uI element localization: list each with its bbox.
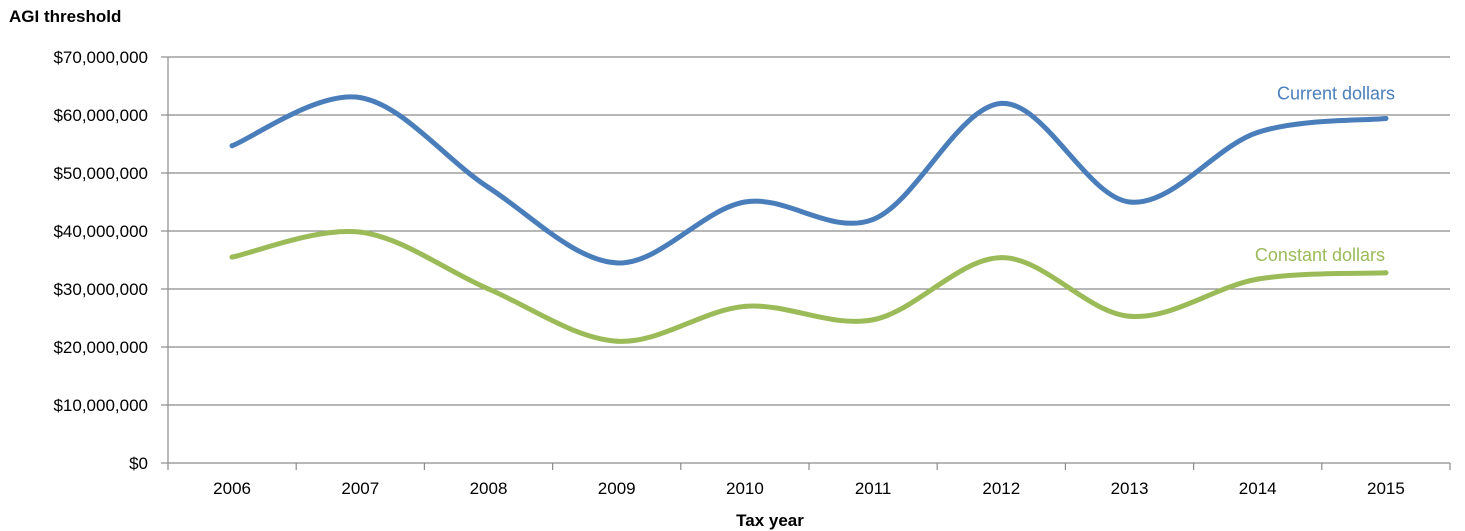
x-tick-label: 2015: [1367, 479, 1405, 498]
series-line-current-dollars: [229, 94, 1389, 266]
y-tick-label: $40,000,000: [53, 222, 148, 241]
series-label: Current dollars: [1277, 83, 1395, 103]
axes: [161, 56, 1451, 470]
x-tick-label: 2010: [726, 479, 764, 498]
series-lines: [229, 94, 1389, 344]
y-tick-label: $70,000,000: [53, 48, 148, 67]
y-tick-label: $30,000,000: [53, 280, 148, 299]
series-line-constant-dollars: [229, 228, 1389, 344]
data-point: [486, 286, 491, 292]
x-tick-label: 2012: [982, 479, 1020, 498]
data-point: [614, 260, 620, 266]
y-axis-title: AGI threshold: [9, 7, 122, 26]
data-point: [614, 338, 620, 344]
x-tick-label: 2007: [341, 479, 379, 498]
x-tick-label: 2006: [213, 479, 251, 498]
data-point: [1255, 276, 1261, 282]
data-point: [1127, 199, 1132, 205]
series-labels: Current dollars Constant dollars: [1255, 83, 1395, 264]
data-point: [1383, 270, 1389, 276]
data-point: [357, 229, 363, 235]
data-point: [870, 317, 876, 323]
data-point: [742, 303, 748, 309]
data-point: [357, 95, 363, 101]
x-tick-label: 2013: [1111, 479, 1149, 498]
data-point: [870, 216, 876, 222]
data-point: [1383, 115, 1389, 121]
y-tick-label: $0: [129, 454, 148, 473]
y-tick-label: $50,000,000: [53, 164, 148, 183]
series-label: Constant dollars: [1255, 245, 1385, 265]
data-point: [229, 254, 235, 260]
gridlines: [168, 56, 1450, 406]
y-tick-label: $60,000,000: [53, 106, 148, 125]
x-tick-label: 2011: [855, 479, 892, 498]
data-point: [998, 100, 1004, 106]
y-tick-label: $10,000,000: [53, 396, 148, 415]
y-tick-labels: $0 $10,000,000 $20,000,000 $30,000,000 $40,0…: [53, 48, 148, 473]
x-tick-label: 2014: [1239, 479, 1277, 498]
data-point: [742, 199, 748, 205]
data-point: [998, 255, 1004, 261]
data-point: [1127, 313, 1132, 319]
x-tick-label: 2009: [598, 479, 636, 498]
x-tick-labels: 2006 2007 2008 2009 2010 2011 2012 2013 2014 2015: [213, 479, 1405, 498]
data-point: [229, 143, 235, 149]
data-point: [1255, 129, 1261, 135]
data-point: [486, 185, 491, 190]
y-tick-label: $20,000,000: [53, 338, 148, 357]
x-axis-title: Tax year: [736, 511, 804, 530]
x-tick-label: 2008: [470, 479, 508, 498]
